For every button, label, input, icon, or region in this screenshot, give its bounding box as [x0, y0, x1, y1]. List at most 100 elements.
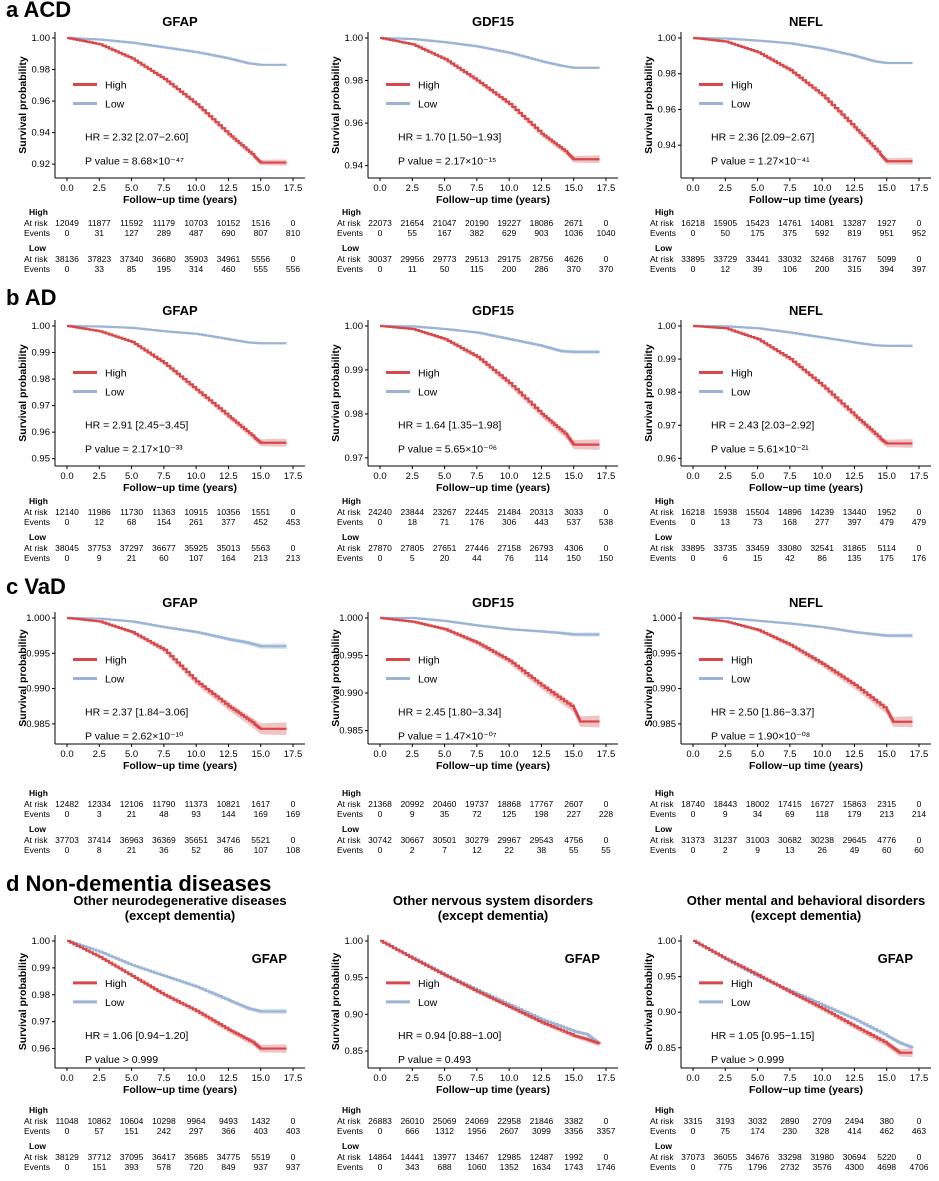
- high-at-risk-row-label: At risk: [337, 1116, 361, 1126]
- low-at-risk-row-label: At risk: [24, 1152, 48, 1162]
- y-tick-label: 0.94: [345, 161, 364, 172]
- risk-cell: 8: [97, 845, 102, 855]
- risk-cell: 903: [534, 228, 548, 238]
- y-tick-label: 0.94: [32, 128, 51, 139]
- risk-cell: 24069: [465, 1116, 489, 1126]
- risk-cell: 394: [880, 264, 894, 274]
- risk-cell: 0: [378, 1162, 383, 1172]
- risk-group-low: Low: [342, 243, 359, 253]
- high-survival-line: [67, 324, 287, 444]
- high-survival-line: [380, 939, 601, 1045]
- km-chart-svg: GDF15 1.00 0.99 0.98 0.97 0.0 2.5 5.0 7.5 10.0 12.…: [330, 303, 618, 563]
- p-value-text: P value = 2.17×10⁻³³: [85, 444, 183, 456]
- risk-cell: 17415: [778, 799, 802, 809]
- x-tick-label: 5.0: [125, 749, 138, 760]
- risk-cell: 33895: [681, 254, 705, 264]
- risk-cell: 21654: [400, 218, 424, 228]
- low-at-risk-row-label: At risk: [337, 543, 361, 553]
- low-events-row-label: Events: [24, 553, 50, 563]
- risk-group-high: High: [655, 496, 674, 506]
- high-survival-line: [380, 36, 600, 161]
- y-tick-label: 1.000: [26, 613, 50, 624]
- risk-cell: 169: [286, 809, 300, 819]
- km-panel-12: Other mental and behavioral disorders (ex…: [626, 0, 939, 1181]
- y-tick-label: 0.995: [652, 648, 676, 659]
- risk-cell: 1617: [251, 799, 270, 809]
- km-panel-4: GFAP 1.00 0.99 0.98 0.97 0.96 0.95 0.0 2.5 5.0 7.5…: [0, 0, 313, 1181]
- risk-cell: 36055: [713, 1152, 737, 1162]
- chart-title: GFAP: [162, 14, 198, 29]
- x-tick-label: 2.5: [93, 749, 106, 760]
- risk-cell: 21: [127, 553, 137, 563]
- risk-cell: 227: [567, 809, 581, 819]
- risk-cell: 26793: [530, 543, 554, 553]
- risk-cell: 39: [753, 264, 763, 274]
- risk-cell: 0: [917, 254, 922, 264]
- risk-cell: 37712: [87, 1152, 111, 1162]
- risk-cell: 20992: [400, 799, 424, 809]
- risk-cell: 15905: [713, 218, 737, 228]
- risk-cell: 5521: [251, 835, 270, 845]
- risk-cell: 33: [95, 264, 105, 274]
- y-tick-label: 0.98: [32, 65, 51, 76]
- risk-cell: 0: [291, 799, 296, 809]
- risk-cell: 9: [755, 845, 760, 855]
- risk-group-high: High: [655, 1105, 674, 1115]
- x-tick-label: 15.0: [877, 183, 896, 194]
- high-ci-band: [380, 326, 600, 450]
- risk-cell: 937: [254, 1162, 268, 1172]
- hazard-ratio-text: HR = 2.37 [1.84−3.06]: [85, 707, 188, 719]
- risk-cell: 20190: [465, 218, 489, 228]
- risk-cell: 85: [127, 264, 137, 274]
- risk-cell: 4756: [564, 835, 583, 845]
- y-axis-label: Survival probability: [643, 56, 655, 154]
- y-tick-label: 1.00: [345, 33, 364, 44]
- high-events-row-label: Events: [337, 228, 363, 238]
- legend-label: Low: [105, 674, 125, 686]
- risk-cell: 37095: [120, 1152, 144, 1162]
- chart-title: NEFL: [789, 595, 823, 610]
- risk-cell: 2: [410, 845, 415, 855]
- risk-cell: 4626: [564, 254, 583, 264]
- x-tick-label: 12.5: [219, 749, 238, 760]
- high-at-risk-row-label: At risk: [650, 799, 674, 809]
- risk-cell: 10703: [184, 218, 208, 228]
- risk-cell: 27651: [433, 543, 457, 553]
- low-events-row-label: Events: [24, 264, 50, 274]
- y-tick-label: 0.97: [658, 420, 677, 431]
- chart-title: Other nervous system disorders: [393, 893, 593, 908]
- x-axis-label: Follow−up time (years): [749, 482, 863, 494]
- risk-cell: 366: [221, 1126, 235, 1136]
- y-tick-label: 1.00: [658, 321, 677, 332]
- risk-cell: 214: [912, 809, 926, 819]
- x-tick-label: 10.0: [813, 749, 832, 760]
- risk-cell: 11790: [152, 799, 175, 809]
- km-chart-svg: Other mental and behavioral disorders(ex…: [643, 893, 931, 1172]
- section-label-b: b AD: [6, 285, 57, 310]
- risk-cell: 176: [470, 517, 484, 527]
- section-label-d: d Non-dementia diseases: [6, 871, 272, 896]
- risk-cell: 52: [191, 845, 201, 855]
- risk-cell: 27446: [465, 543, 489, 553]
- risk-cell: 37703: [55, 835, 79, 845]
- risk-cell: 21: [127, 809, 137, 819]
- risk-cell: 6: [723, 553, 728, 563]
- risk-cell: 73: [753, 517, 763, 527]
- km-chart-svg: GDF15 1.00 0.98 0.96 0.94 0.0 2.5 5.0 7.5 10.0 12.…: [330, 14, 618, 274]
- risk-cell: 18086: [530, 218, 554, 228]
- legend-label: High: [731, 655, 753, 667]
- legend-label: Low: [418, 997, 438, 1009]
- risk-cell: 164: [221, 553, 235, 563]
- x-tick-label: 5.0: [751, 183, 764, 194]
- x-tick-label: 2.5: [93, 1073, 106, 1084]
- risk-cell: 0: [917, 543, 922, 553]
- risk-cell: 452: [254, 517, 268, 527]
- risk-cell: 10604: [120, 1116, 144, 1126]
- risk-cell: 44: [472, 553, 482, 563]
- x-axis-label: Follow−up time (years): [749, 760, 863, 772]
- y-tick-label: 0.96: [32, 427, 51, 438]
- x-tick-label: 10.0: [187, 183, 206, 194]
- risk-cell: 37073: [681, 1152, 705, 1162]
- risk-cell: 0: [378, 228, 383, 238]
- risk-cell: 107: [189, 553, 203, 563]
